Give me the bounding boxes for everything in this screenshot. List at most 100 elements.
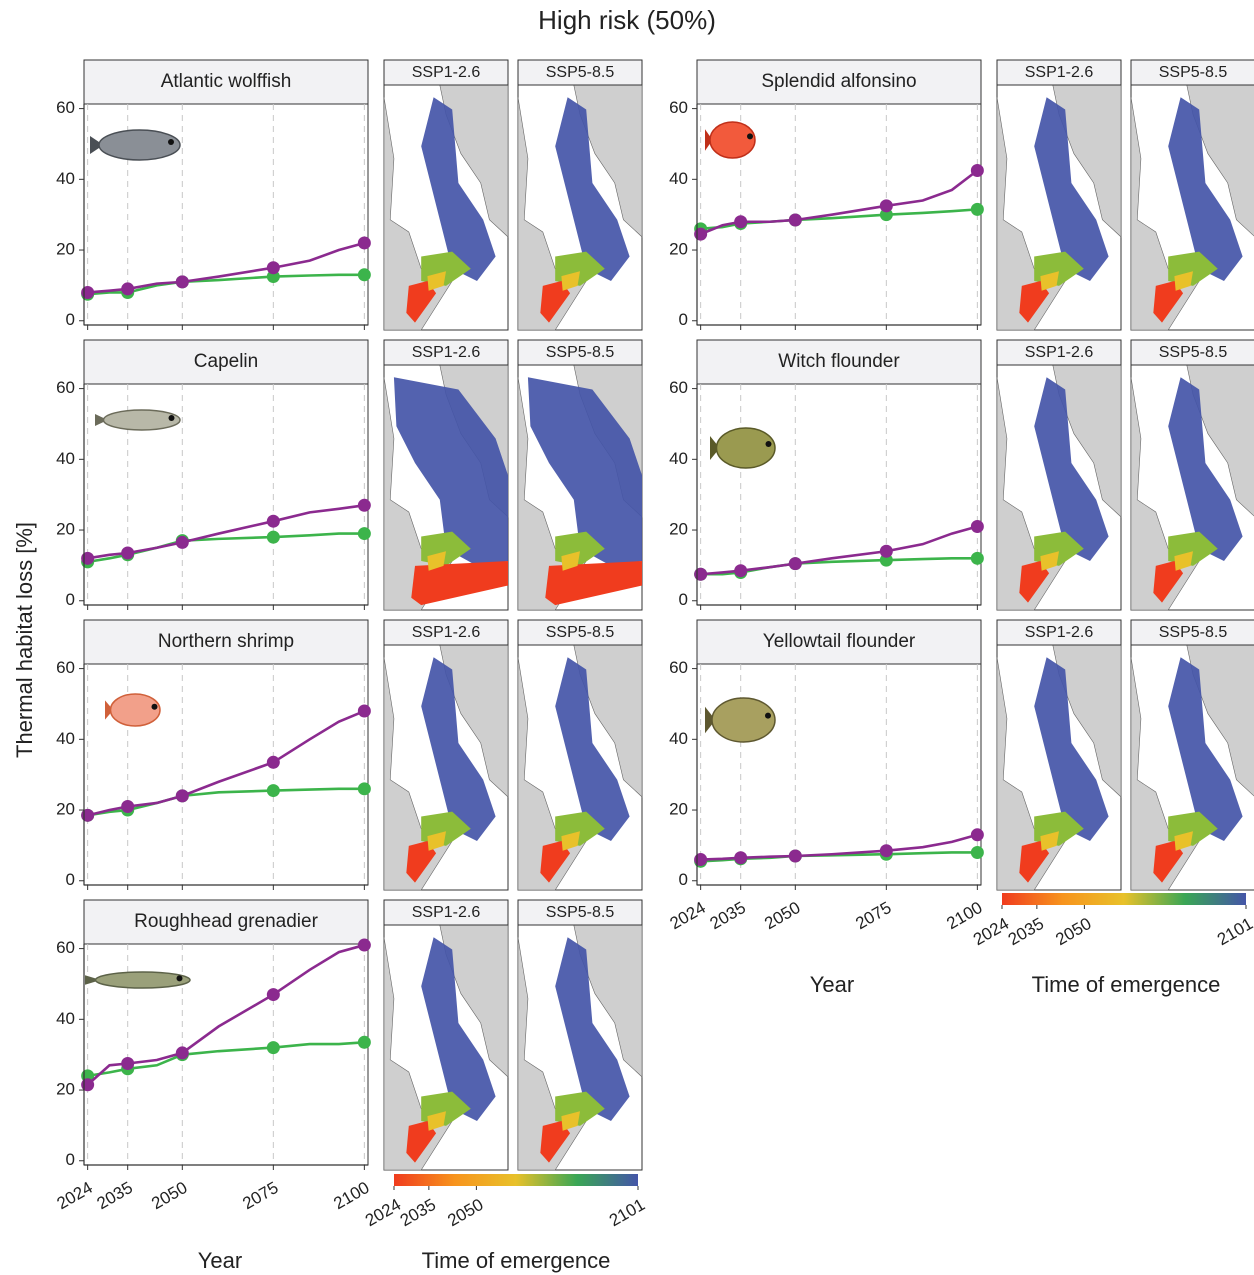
map-panel xyxy=(997,365,1121,610)
series-marker xyxy=(694,568,707,581)
y-tick-label: 60 xyxy=(56,98,75,117)
series-marker xyxy=(358,499,371,512)
fish-body xyxy=(104,410,181,430)
fish-eye xyxy=(765,713,771,719)
y-tick-label: 0 xyxy=(679,310,688,329)
panel-title: Witch flounder xyxy=(778,351,900,372)
fish-body xyxy=(99,130,180,160)
colorbar-title: Time of emergence xyxy=(422,1248,611,1273)
map-panel xyxy=(518,925,642,1170)
series-marker xyxy=(880,545,893,558)
map-strip-label: SSP5-8.5 xyxy=(546,624,615,641)
x-tick-label: 2050 xyxy=(148,1178,190,1213)
series-marker xyxy=(971,846,984,859)
fish-body xyxy=(96,972,191,988)
map-panel xyxy=(1131,365,1254,610)
colorbar-title: Time of emergence xyxy=(1032,972,1221,997)
series-marker xyxy=(81,1078,94,1091)
y-tick-label: 40 xyxy=(669,449,688,468)
series-marker xyxy=(971,164,984,177)
series-marker xyxy=(121,1057,134,1070)
series-marker xyxy=(880,199,893,212)
series-marker xyxy=(121,282,134,295)
y-tick-label: 40 xyxy=(56,449,75,468)
series-marker xyxy=(267,1041,280,1054)
colorbar xyxy=(1002,893,1246,905)
y-tick-label: 40 xyxy=(669,169,688,188)
fish-body xyxy=(712,698,775,742)
panel-title: Atlantic wolffish xyxy=(161,71,292,92)
colorbar-tick-label: 2035 xyxy=(397,1195,439,1230)
map-panel xyxy=(384,85,508,330)
fish-body xyxy=(111,694,161,726)
x-tick-label: 2035 xyxy=(707,898,749,933)
map-strip-label: SSP1-2.6 xyxy=(412,904,481,921)
map-strip-label: SSP1-2.6 xyxy=(1025,344,1094,361)
map-panel xyxy=(1131,85,1254,330)
y-tick-label: 0 xyxy=(66,310,75,329)
y-tick-label: 20 xyxy=(669,520,688,539)
map-strip-label: SSP5-8.5 xyxy=(1159,624,1228,641)
map-panel xyxy=(518,645,642,890)
y-tick-label: 20 xyxy=(56,1080,75,1099)
series-marker xyxy=(267,261,280,274)
series-marker xyxy=(971,203,984,216)
y-tick-label: 20 xyxy=(56,800,75,819)
series-marker xyxy=(358,1036,371,1049)
y-tick-label: 60 xyxy=(56,658,75,677)
series-marker xyxy=(267,515,280,528)
series-marker xyxy=(176,789,189,802)
map-strip-label: SSP1-2.6 xyxy=(412,624,481,641)
series-marker xyxy=(971,828,984,841)
y-axis-label: Thermal habitat loss [%] xyxy=(12,522,37,758)
series-marker xyxy=(971,552,984,565)
map-panel xyxy=(384,365,508,610)
series-marker xyxy=(789,557,802,570)
map-panel xyxy=(518,365,642,610)
panel-title: Roughhead grenadier xyxy=(134,911,318,932)
x-tick-label: 2075 xyxy=(239,1178,281,1213)
colorbar-tick-label: 2050 xyxy=(1052,914,1094,949)
map-panel xyxy=(997,645,1121,890)
y-tick-label: 40 xyxy=(669,729,688,748)
fish-eye xyxy=(169,415,175,421)
series-marker xyxy=(358,527,371,540)
series-marker xyxy=(734,851,747,864)
series-marker xyxy=(176,536,189,549)
y-tick-label: 60 xyxy=(669,378,688,397)
y-tick-label: 60 xyxy=(669,658,688,677)
series-marker xyxy=(971,520,984,533)
panel-title: Capelin xyxy=(194,351,258,372)
y-tick-label: 20 xyxy=(669,240,688,259)
series-marker xyxy=(789,213,802,226)
fish-eye xyxy=(168,139,174,145)
map-panel xyxy=(384,925,508,1170)
y-tick-label: 20 xyxy=(669,800,688,819)
map-panel xyxy=(997,85,1121,330)
x-tick-label: 2024 xyxy=(54,1178,96,1213)
panel-title: Northern shrimp xyxy=(158,631,294,652)
y-tick-label: 0 xyxy=(679,870,688,889)
panel-title: Yellowtail flounder xyxy=(763,631,916,652)
series-marker xyxy=(121,800,134,813)
map-panel xyxy=(1131,645,1254,890)
series-marker xyxy=(358,782,371,795)
series-marker xyxy=(694,853,707,866)
x-axis-label: Year xyxy=(198,1248,242,1273)
series-marker xyxy=(694,228,707,241)
series-marker xyxy=(121,547,134,560)
colorbar-tick-label: 2101 xyxy=(1214,914,1254,949)
x-axis-label: Year xyxy=(810,972,854,997)
y-tick-label: 60 xyxy=(669,98,688,117)
x-tick-label: 2050 xyxy=(761,898,803,933)
y-tick-label: 60 xyxy=(56,378,75,397)
y-tick-label: 60 xyxy=(56,938,75,957)
fish-eye xyxy=(747,133,753,139)
series-marker xyxy=(358,705,371,718)
map-strip-label: SSP1-2.6 xyxy=(412,344,481,361)
map-strip-label: SSP5-8.5 xyxy=(546,904,615,921)
series-marker xyxy=(267,756,280,769)
y-tick-label: 0 xyxy=(679,590,688,609)
map-strip-label: SSP5-8.5 xyxy=(546,344,615,361)
series-marker xyxy=(176,275,189,288)
